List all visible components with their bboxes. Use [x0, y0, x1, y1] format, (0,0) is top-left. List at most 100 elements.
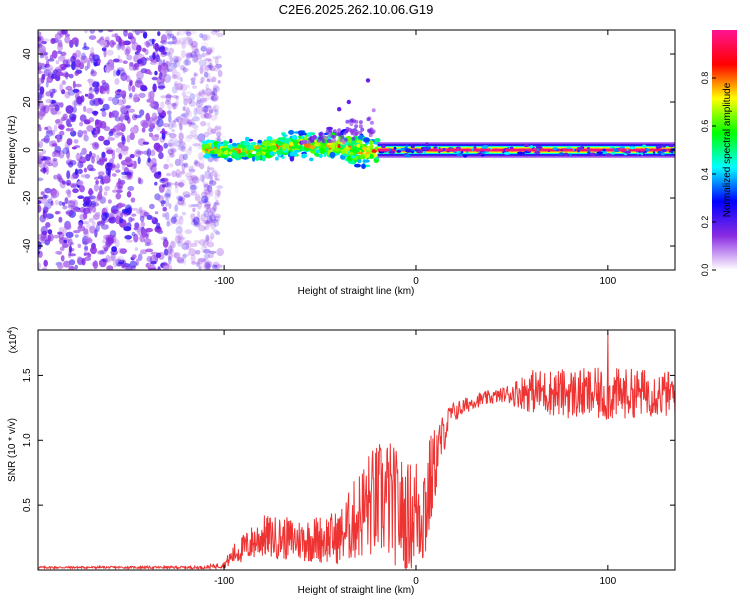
- spectral-noise-cell: [213, 229, 219, 233]
- spectral-noise-cell: [138, 206, 143, 214]
- spectral-noise-cell: [71, 61, 76, 71]
- spectral-scintillation-cell: [222, 140, 228, 147]
- spectral-noise-cell: [92, 81, 100, 88]
- tone-peak-cell: [532, 148, 537, 152]
- spectral-scintillation-cell: [276, 150, 284, 155]
- spectral-scintillation-cell: [304, 143, 311, 148]
- tone-scatter-cell: [534, 151, 541, 155]
- spectral-scintillation-cell: [301, 153, 306, 159]
- spectral-noise-cell: [178, 221, 182, 229]
- spectral-noise-cell: [43, 234, 51, 241]
- spectral-noise-cell: [216, 32, 224, 38]
- spectral-noise-cell: [171, 251, 178, 258]
- spectral-noise-cell: [206, 215, 213, 224]
- spectral-scintillation-cell: [315, 149, 321, 154]
- spectral-noise-cell: [194, 134, 199, 141]
- spectral-noise-cell: [176, 31, 180, 36]
- spectral-noise-cell: [169, 163, 174, 168]
- spectral-noise-cell: [185, 148, 192, 156]
- spectral-noise-cell: [179, 37, 187, 45]
- spectral-noise-cell: [183, 193, 188, 199]
- tone-scatter-cell: [605, 153, 612, 157]
- spectral-noise-cell: [183, 103, 188, 113]
- spectral-noise-cell: [170, 216, 177, 224]
- tone-peak-cell: [381, 148, 391, 152]
- spectral-noise-cell: [58, 216, 63, 223]
- spectral-scintillation-cell: [318, 147, 326, 154]
- spectral-noise-cell: [211, 169, 216, 174]
- spectral-noise-cell: [55, 60, 59, 65]
- spectral-scintillation-cell: [216, 142, 221, 149]
- tone-peak-cell: [458, 148, 464, 152]
- spectral-noise-cell: [165, 211, 170, 221]
- spectral-noise-cell: [105, 65, 111, 73]
- spectral-noise-cell: [182, 254, 187, 259]
- spectral-noise-cell: [213, 213, 222, 219]
- spectral-noise-cell: [94, 119, 103, 129]
- spectral-noise-cell: [158, 152, 164, 160]
- spectral-noise-cell: [164, 182, 169, 188]
- spectral-noise-cell: [204, 191, 211, 199]
- spectral-noise-cell: [165, 94, 173, 99]
- spectral-noise-cell: [58, 150, 65, 159]
- spectral-noise-cell: [65, 119, 71, 127]
- spectral-noise-cell: [211, 96, 217, 101]
- spectral-noise-cell: [65, 231, 74, 238]
- tone-peak-cell: [641, 148, 645, 152]
- spectral-scintillation-cell: [351, 148, 356, 152]
- spectral-noise-cell: [209, 176, 214, 185]
- spectral-noise-cell: [203, 248, 211, 254]
- spectral-noise-cell: [53, 174, 59, 180]
- spectral-scintillation-cell: [366, 145, 371, 152]
- spectral-noise-cell: [199, 163, 205, 170]
- tone-scatter-cell: [388, 150, 396, 154]
- spectral-noise-cell: [194, 48, 200, 57]
- spectral-noise-cell: [171, 170, 177, 178]
- spectral-scintillation-cell: [219, 143, 224, 147]
- spectral-noise-cell: [72, 88, 80, 93]
- spectral-noise-cell: [207, 185, 213, 191]
- spectral-noise-cell: [190, 51, 197, 58]
- spectral-noise-cell: [175, 201, 181, 206]
- spectral-noise-cell: [168, 245, 173, 255]
- spectral-tail-cell: [348, 119, 353, 123]
- spectral-noise-cell: [79, 213, 87, 221]
- spectral-noise-cell: [101, 110, 107, 117]
- spectral-noise-cell: [119, 248, 127, 255]
- spectral-noise-cell: [148, 71, 153, 76]
- spectral-noise-cell: [193, 216, 200, 225]
- spectral-noise-cell: [142, 47, 147, 53]
- spectral-noise-cell: [181, 112, 189, 118]
- spectral-noise-cell: [114, 78, 120, 85]
- spectral-noise-cell: [119, 90, 127, 95]
- spectral-noise-cell: [209, 250, 217, 254]
- spectral-noise-cell: [120, 145, 129, 152]
- spectral-noise-cell: [173, 81, 180, 86]
- spectral-noise-cell: [119, 217, 124, 224]
- spectral-noise-cell: [133, 160, 137, 169]
- spectral-scintillation-cell: [359, 154, 366, 160]
- spectral-noise-cell: [43, 194, 47, 199]
- tone-scatter-cell: [668, 144, 675, 148]
- tone-scatter-cell: [670, 150, 674, 154]
- spectral-noise-cell: [205, 83, 209, 91]
- tone-scatter-cell: [610, 146, 613, 149]
- spectral-noise-cell: [201, 195, 209, 204]
- spectral-noise-cell: [206, 263, 211, 270]
- spectral-noise-cell: [124, 171, 132, 176]
- spectral-scintillation-cell: [220, 155, 228, 159]
- spectral-noise-cell: [204, 235, 213, 243]
- x-tick-label: 0: [413, 576, 419, 587]
- spectral-noise-cell: [38, 152, 44, 160]
- colorbar-ticks: 0.0 0.2 0.4 0.6 0.8: [700, 72, 716, 276]
- spectral-noise-cell: [188, 100, 196, 107]
- colorbar-tick-label: 0.2: [700, 216, 710, 229]
- spectral-noise-cell: [194, 159, 199, 165]
- spectral-noise-cell: [200, 76, 205, 83]
- tone-peak-cell: [540, 148, 547, 152]
- spectral-noise-cell: [162, 59, 166, 67]
- spectral-noise-cell: [200, 45, 207, 52]
- tone-scatter-cell: [404, 154, 411, 158]
- spectral-noise-cell: [88, 35, 97, 40]
- spectral-noise-cell: [204, 88, 213, 97]
